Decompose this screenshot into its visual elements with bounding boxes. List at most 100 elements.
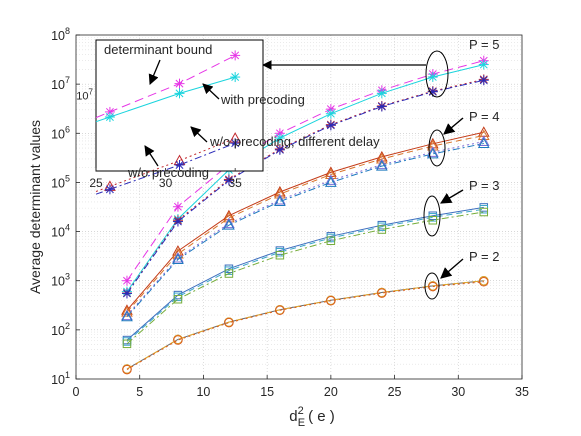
annotation-arrow-with-precoding [202,83,220,100]
data-point-p4-without_precoding [325,176,337,187]
data-point-p2-without_precoding [428,281,438,292]
series-line-p4-with_precoding [126,135,484,313]
series-line-p2-without_precoding [126,281,484,371]
data-point-p2-without_precoding [173,335,183,345]
group-label-p4: P = 4 [469,109,499,124]
series-line-p5-determinant_bound [126,60,484,281]
inset-series-line [95,54,236,119]
series-line-p3-without_precoding [126,211,484,345]
data-point-p4-without_precoding [375,160,388,171]
annotation-arrow-wo-precoding [144,145,159,167]
ellipse-p4 [428,129,446,167]
data-point-p4-without_precoding_diff_delay [121,309,133,321]
data-point-p5-without_precoding [325,120,336,131]
data-point-p5-without_precoding [121,288,132,299]
inset-data-point [174,159,185,170]
y-tick-label: 108 [51,26,70,43]
series-line-p4-without_precoding [126,143,484,318]
annotation-with-precoding: with precoding [220,92,305,107]
x-tick-label: 35 [515,385,529,399]
series-line-p3-with_precoding [126,208,484,342]
inset-box [95,39,264,172]
arrow-p2 [440,258,464,279]
x-axis-label: d2 E( e ) [289,405,334,429]
annotation-wo-precoding-diff-delay: w/o precoding, different delay [209,134,380,149]
axis-ticks: 0 5 10 15 20 25 30 35 101 102 103 104 105 106 107 108 [51,26,529,399]
data-point-p5-with_precoding [274,133,285,144]
y-tick-label: 104 [51,223,70,240]
data-point-p3-without_precoding [122,339,132,349]
data-point-p4-with_precoding [223,211,235,223]
annotation-determinant-bound: determinant bound [104,42,212,57]
x-tick-label: 0 [73,385,80,399]
data-point-p4-without_precoding_diff_delay [274,193,286,205]
arrow-p4 [443,117,464,135]
data-point-p5-determinant_bound [121,275,132,286]
x-tick-label: 10 [196,385,210,399]
ellipse-p3 [423,195,441,237]
data-point-p3-without_precoding [377,225,387,234]
inset-data-point [230,50,241,61]
data-point-p4-without_precoding_diff_delay [325,174,337,185]
inset-x-tick-label: 25 [89,176,103,190]
data-point-p5-without_precoding [172,216,183,227]
grid [76,35,522,379]
data-point-p2-without_precoding [377,288,387,298]
annotation-arrow-wo-precoding-diff-delay [190,126,208,143]
inset-series-line [95,142,236,195]
data-point-p4-without_precoding [477,137,490,148]
data-point-p2-without_precoding [326,296,336,306]
ellipse-p5 [425,50,449,98]
data-point-p2-without_precoding [479,277,489,287]
data-point-p4-without_precoding [426,147,439,159]
x-tick-label: 5 [136,385,143,399]
inset-y-tick-label: 107 [76,87,93,102]
inset-data-point [230,72,241,83]
data-point-p5-without_precoding [223,175,234,186]
data-point-p4-with_precoding [426,140,439,151]
inset-series-line [95,137,236,192]
data-point-p3-without_precoding [428,215,438,225]
data-point-p5-determinant_bound [172,201,183,212]
x-tick-label: 15 [260,385,274,399]
annotation-wo-precoding: w/o precoding [127,165,209,180]
inset-ticks: 25 30 35 107 [76,87,242,190]
data-point-p3-without_precoding [479,207,489,217]
y-axis-label: Average determinant values [27,120,43,294]
series-line-p5-without_precoding [126,79,484,294]
inset-data-point [230,138,241,149]
y-tick-label: 105 [51,173,70,190]
y-tick-label: 101 [51,370,70,387]
series-line-p4-determinant_bound [126,131,484,311]
x-tick-label: 25 [388,385,402,399]
data-point-p4-without_precoding_diff_delay [375,158,388,170]
plot-frame [75,34,523,380]
y-tick-label: 106 [51,124,70,141]
data-point-p4-without_precoding [223,219,235,230]
y-tick-label: 102 [51,321,70,338]
series-line-p5-with_precoding [126,64,484,292]
data-point-p3-without_precoding [224,269,234,278]
inset-x-tick-label: 35 [228,176,242,190]
data-point-p5-with_precoding [478,59,489,70]
data-point-p4-without_precoding [274,195,286,206]
inset-data-point [104,184,115,195]
ellipse-p2 [424,272,440,300]
group-label-p5: P = 5 [469,37,499,52]
data-point-p2-without_precoding [224,317,234,328]
data-point-p5-without_precoding [274,144,285,155]
x-tick-label: 20 [324,385,338,399]
series-line-p4-without_precoding_diff_delay [126,141,484,316]
data-point-p3-without_precoding [326,236,336,246]
inset-x-tick-label: 30 [159,176,173,190]
data-point-p5-with_precoding [376,88,387,99]
series-line-p5-without_precoding_diff_delay [126,78,484,294]
data-point-p4-with_precoding [274,188,286,199]
group-label-p2: P = 2 [469,249,499,264]
inset-data-point [174,78,185,89]
data-point-p3-without_precoding [173,294,183,304]
data-point-p4-with_precoding [375,152,388,164]
data-point-p4-with_precoding [477,129,490,141]
annotation-arrow-determinant-bound [148,59,161,85]
data-point-p4-without_precoding_diff_delay [426,146,439,157]
